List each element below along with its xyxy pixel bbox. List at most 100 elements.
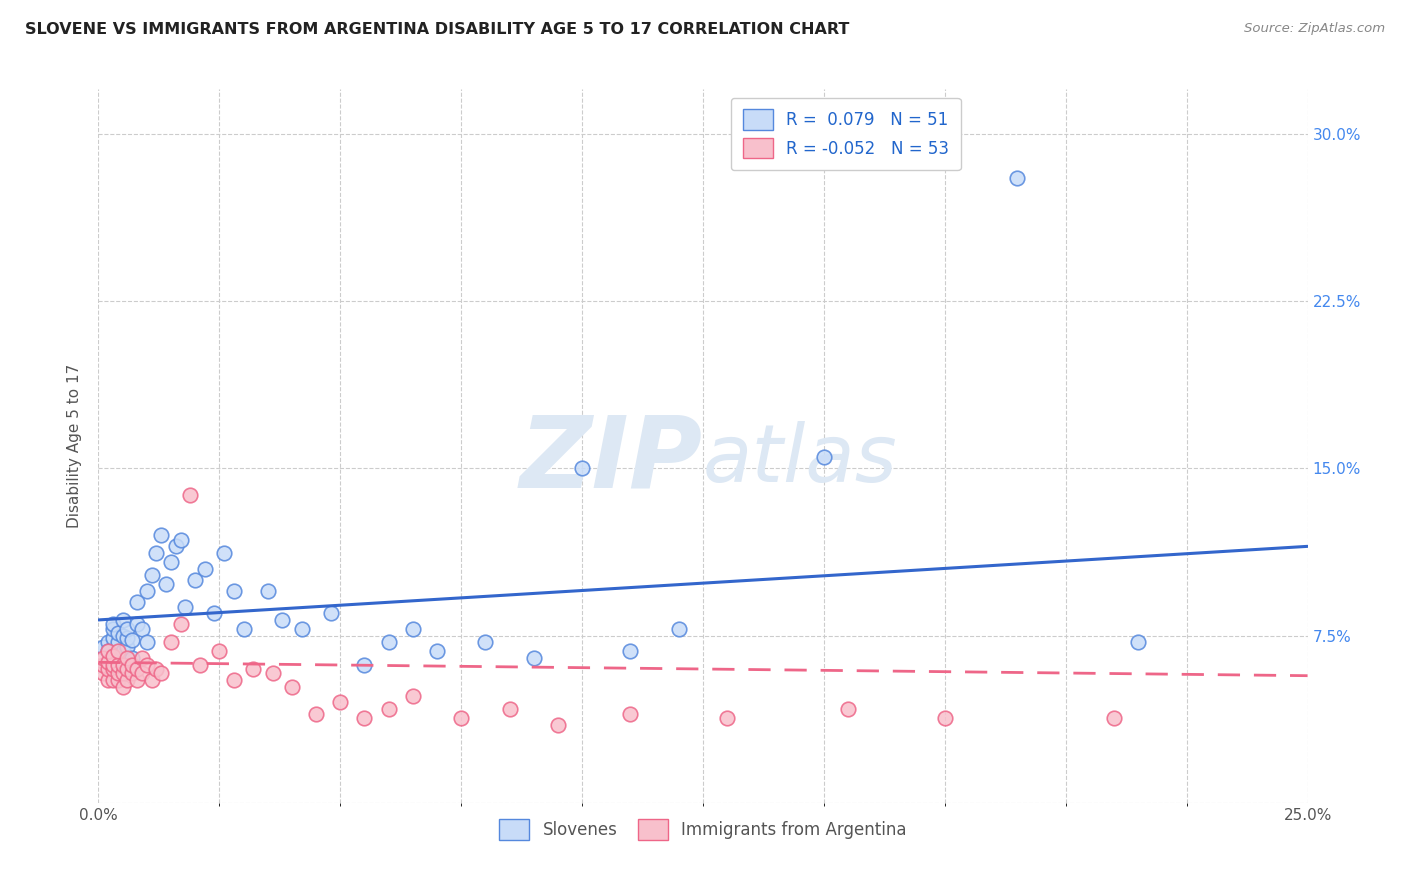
Point [837, 702, 859, 716]
Point [329, 696, 352, 710]
Point [169, 533, 191, 547]
Point [353, 711, 375, 725]
Point [101, 617, 124, 632]
Point [117, 622, 139, 636]
Point [121, 666, 143, 681]
Point [208, 644, 231, 658]
Point [141, 673, 163, 687]
Point [571, 461, 593, 475]
Point [377, 635, 399, 649]
Point [131, 651, 153, 665]
Point [232, 622, 254, 636]
Point [256, 583, 278, 598]
Point [150, 528, 173, 542]
Point [426, 644, 449, 658]
Text: Source: ZipAtlas.com: Source: ZipAtlas.com [1244, 22, 1385, 36]
Point [121, 657, 143, 672]
Point [117, 673, 139, 687]
Point [107, 666, 129, 681]
Point [547, 717, 569, 731]
Point [402, 622, 425, 636]
Point [131, 666, 153, 681]
Point [101, 631, 124, 645]
Point [107, 644, 129, 658]
Point [127, 673, 149, 687]
Point [107, 673, 129, 687]
Point [222, 583, 245, 598]
Point [498, 702, 520, 716]
Y-axis label: Disability Age 5 to 17: Disability Age 5 to 17 [67, 364, 83, 528]
Point [188, 657, 211, 672]
Point [97, 644, 120, 658]
Point [1007, 171, 1029, 186]
Point [1102, 711, 1125, 725]
Point [184, 573, 207, 587]
Point [121, 633, 143, 648]
Legend: Slovenes, Immigrants from Argentina: Slovenes, Immigrants from Argentina [491, 811, 915, 848]
Point [165, 539, 187, 553]
Point [101, 673, 124, 687]
Text: ZIP: ZIP [520, 412, 703, 508]
Point [97, 644, 120, 658]
Point [111, 613, 134, 627]
Point [101, 657, 124, 672]
Point [117, 662, 139, 676]
Point [97, 673, 120, 687]
Point [107, 657, 129, 672]
Point [305, 706, 328, 721]
Point [101, 662, 124, 676]
Point [111, 680, 134, 694]
Point [169, 617, 191, 632]
Point [179, 488, 201, 502]
Point [91, 657, 114, 672]
Point [141, 568, 163, 582]
Point [101, 648, 124, 663]
Point [127, 617, 149, 632]
Point [131, 622, 153, 636]
Point [97, 662, 120, 676]
Point [619, 644, 641, 658]
Point [716, 711, 738, 725]
Point [107, 626, 129, 640]
Point [353, 657, 375, 672]
Text: SLOVENE VS IMMIGRANTS FROM ARGENTINA DISABILITY AGE 5 TO 17 CORRELATION CHART: SLOVENE VS IMMIGRANTS FROM ARGENTINA DIS… [25, 22, 849, 37]
Point [135, 635, 157, 649]
Point [111, 657, 134, 672]
Point [111, 644, 134, 658]
Point [135, 583, 157, 598]
Point [145, 546, 167, 560]
Point [450, 711, 472, 725]
Point [319, 607, 342, 621]
Point [91, 640, 114, 654]
Point [111, 628, 134, 642]
Point [127, 595, 149, 609]
Point [145, 662, 167, 676]
Point [121, 651, 143, 665]
Point [281, 680, 304, 694]
Point [135, 657, 157, 672]
Point [111, 666, 134, 681]
Point [402, 689, 425, 703]
Point [242, 662, 264, 676]
Point [107, 635, 129, 649]
Point [377, 702, 399, 716]
Text: atlas: atlas [703, 421, 898, 500]
Point [91, 651, 114, 665]
Point [474, 635, 496, 649]
Point [117, 651, 139, 665]
Point [101, 622, 124, 636]
Point [97, 655, 120, 669]
Point [117, 631, 139, 645]
Point [91, 666, 114, 681]
Point [262, 666, 284, 681]
Point [160, 635, 183, 649]
Point [813, 450, 835, 464]
Point [271, 613, 294, 627]
Point [934, 711, 956, 725]
Point [150, 666, 173, 681]
Point [97, 635, 120, 649]
Point [290, 622, 312, 636]
Point [1128, 635, 1150, 649]
Point [204, 607, 226, 621]
Point [194, 562, 217, 576]
